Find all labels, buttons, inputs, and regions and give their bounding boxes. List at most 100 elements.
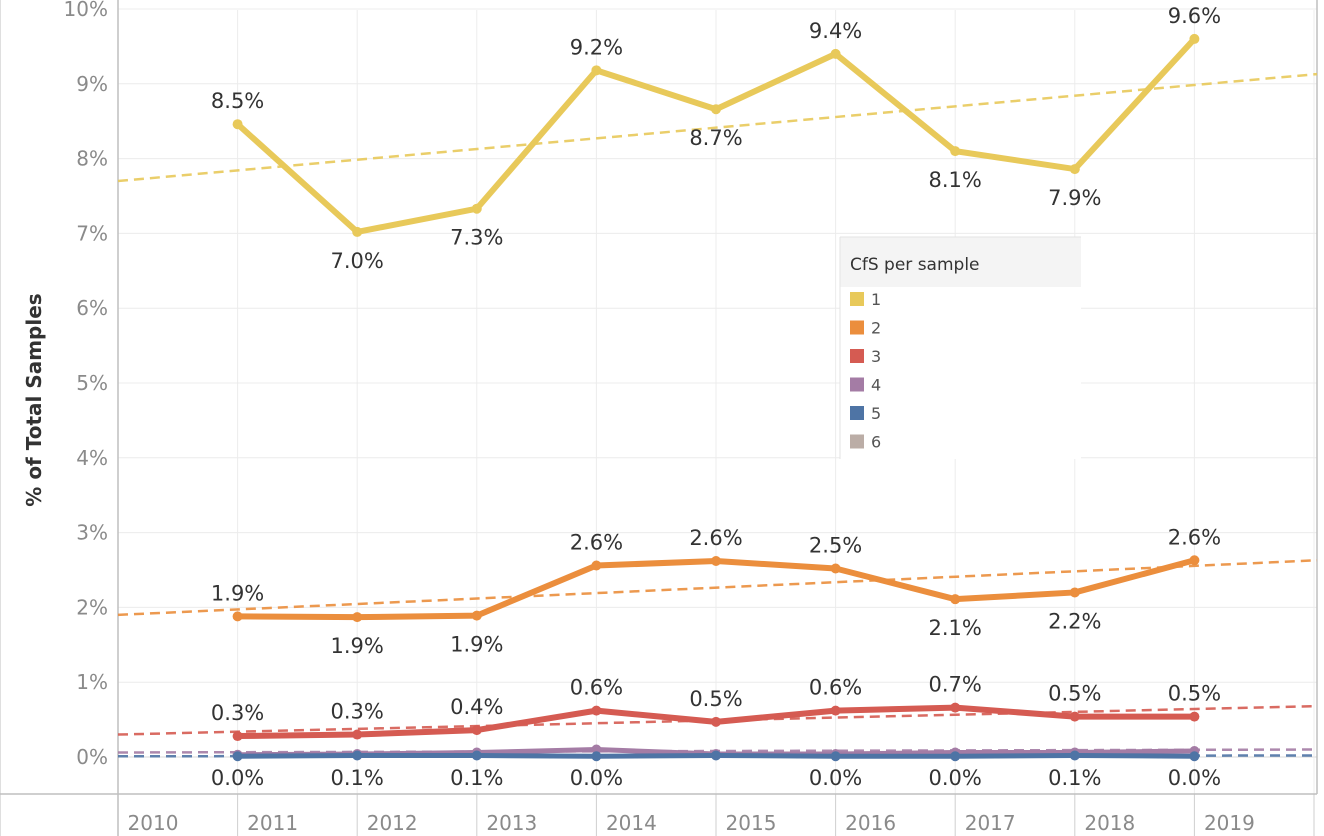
series-1-point bbox=[711, 104, 721, 115]
series-2-data-label: 2.6% bbox=[1168, 525, 1221, 549]
y-tick-label: 0% bbox=[76, 745, 108, 769]
series-5-point bbox=[830, 751, 841, 762]
label-layer: 8.5% 7.0% 7.3% 9.2% 8.7% 9.4% 8.1% 7.9% 9.6% 1.9%… bbox=[211, 4, 1221, 790]
x-tick-label: 2017 bbox=[965, 811, 1016, 835]
series-3-point bbox=[591, 705, 602, 716]
series-2-point bbox=[471, 610, 482, 621]
y-tick-label: 10% bbox=[64, 0, 108, 21]
series-3-point bbox=[1069, 711, 1080, 722]
y-tick-label: 4% bbox=[76, 446, 108, 470]
series-3-data-label: 0.5% bbox=[689, 687, 742, 711]
y-tick-label: 3% bbox=[76, 521, 108, 545]
series-1-trend-line bbox=[117, 72, 1318, 183]
x-tick-label: 2013 bbox=[486, 811, 537, 835]
series-2-data-label: 2.5% bbox=[809, 534, 862, 558]
series-2-point bbox=[591, 560, 602, 571]
legend-swatch-6[interactable] bbox=[850, 434, 864, 449]
series-1-point bbox=[1189, 33, 1200, 44]
x-tick-label: 2011 bbox=[247, 811, 298, 835]
series-2-data-label: 1.9% bbox=[211, 581, 264, 605]
series-1-data-label: 7.9% bbox=[1048, 186, 1101, 210]
legend-label-4[interactable]: 4 bbox=[871, 376, 881, 395]
series-3-point bbox=[232, 731, 243, 742]
series-3-data-label: 0.3% bbox=[331, 700, 384, 724]
series-5-data-label: 0.1% bbox=[331, 766, 384, 790]
series-1-data-label: 7.3% bbox=[450, 226, 503, 250]
series-3-data-label: 0.3% bbox=[211, 701, 264, 725]
x-tick-label: 2015 bbox=[726, 811, 777, 835]
legend-header bbox=[840, 237, 1081, 287]
series-2-point bbox=[950, 594, 961, 605]
series-1-point bbox=[1069, 164, 1080, 175]
x-tick-label: 2018 bbox=[1084, 811, 1135, 835]
series-5-point bbox=[591, 751, 602, 762]
series-2-data-label: 2.2% bbox=[1048, 609, 1101, 633]
legend-label-5[interactable]: 5 bbox=[871, 404, 881, 423]
series-3-data-label: 0.6% bbox=[809, 676, 862, 700]
legend-swatch-3[interactable] bbox=[850, 349, 864, 363]
series-2-point bbox=[830, 563, 841, 574]
x-tick-label: 2014 bbox=[606, 811, 657, 835]
series-3-data-label: 0.4% bbox=[450, 695, 503, 719]
series-5-data-label: 0.1% bbox=[1048, 766, 1101, 790]
series-2-point bbox=[711, 556, 721, 567]
series-5-data-label: 0.1% bbox=[450, 766, 503, 790]
y-tick-label: 1% bbox=[76, 670, 108, 694]
series-1-data-label: 8.1% bbox=[929, 168, 982, 192]
y-tick-label: 5% bbox=[76, 371, 108, 395]
y-axis-title: % of Total Samples bbox=[22, 293, 46, 506]
legend-swatch-1[interactable] bbox=[850, 292, 864, 306]
series-5-data-label: 0.0% bbox=[1168, 766, 1221, 790]
series-3-point bbox=[711, 716, 721, 727]
series-2-point bbox=[352, 612, 363, 623]
series-5-data-label: 0.0% bbox=[809, 766, 862, 790]
series-5-point bbox=[1189, 751, 1200, 762]
series-1-point bbox=[471, 203, 482, 214]
series-3-point bbox=[950, 702, 961, 713]
legend-label-6[interactable]: 6 bbox=[871, 433, 881, 452]
y-tick-label: 7% bbox=[76, 221, 108, 245]
y-tick-label: 8% bbox=[76, 147, 108, 171]
series-5-point bbox=[711, 750, 721, 761]
legend[interactable]: CfS per sample 1 2 3 4 5 6 bbox=[839, 236, 1081, 459]
series-2-data-label: 2.1% bbox=[929, 616, 982, 640]
legend-label-1[interactable]: 1 bbox=[871, 290, 881, 309]
x-tick-label: 2012 bbox=[367, 811, 418, 835]
x-tick-label: 2010 bbox=[128, 811, 179, 835]
series-5-data-label: 0.0% bbox=[929, 766, 982, 790]
series-3-point bbox=[352, 729, 363, 740]
legend-swatch-2[interactable] bbox=[850, 320, 864, 335]
series-5-point bbox=[1069, 750, 1080, 761]
series-1-point bbox=[830, 48, 841, 59]
series-5-point bbox=[471, 750, 482, 761]
x-tick-label: 2016 bbox=[845, 811, 896, 835]
series-3-point bbox=[471, 725, 482, 736]
legend-label-2[interactable]: 2 bbox=[871, 319, 881, 338]
legend-label-3[interactable]: 3 bbox=[871, 347, 881, 366]
legend-swatch-4[interactable] bbox=[850, 377, 864, 392]
series-2-point bbox=[1189, 555, 1200, 566]
legend-swatch-5[interactable] bbox=[850, 406, 864, 420]
series-2-data-label: 1.9% bbox=[331, 634, 384, 658]
legend-title: CfS per sample bbox=[850, 255, 980, 275]
series-5-point bbox=[352, 750, 363, 761]
series-2-point bbox=[1069, 587, 1080, 598]
series-1-point bbox=[232, 119, 243, 130]
x-tick-label: 2019 bbox=[1204, 811, 1255, 835]
series-1-data-label: 8.7% bbox=[689, 126, 742, 150]
y-tick-label: 2% bbox=[76, 595, 108, 619]
series-3-data-label: 0.7% bbox=[929, 673, 982, 697]
series-5-data-label: 0.0% bbox=[570, 766, 623, 790]
series-2-point bbox=[232, 611, 243, 622]
series-2-data-label: 2.6% bbox=[689, 526, 742, 550]
series-3-data-label: 0.6% bbox=[570, 676, 623, 700]
series-2-data-label: 1.9% bbox=[450, 633, 503, 657]
series-3-data-label: 0.5% bbox=[1168, 682, 1221, 706]
series-1-point bbox=[950, 146, 961, 157]
y-tick-label: 6% bbox=[76, 296, 108, 320]
series-5-point bbox=[950, 751, 961, 762]
series-1-data-label: 9.4% bbox=[809, 19, 862, 43]
